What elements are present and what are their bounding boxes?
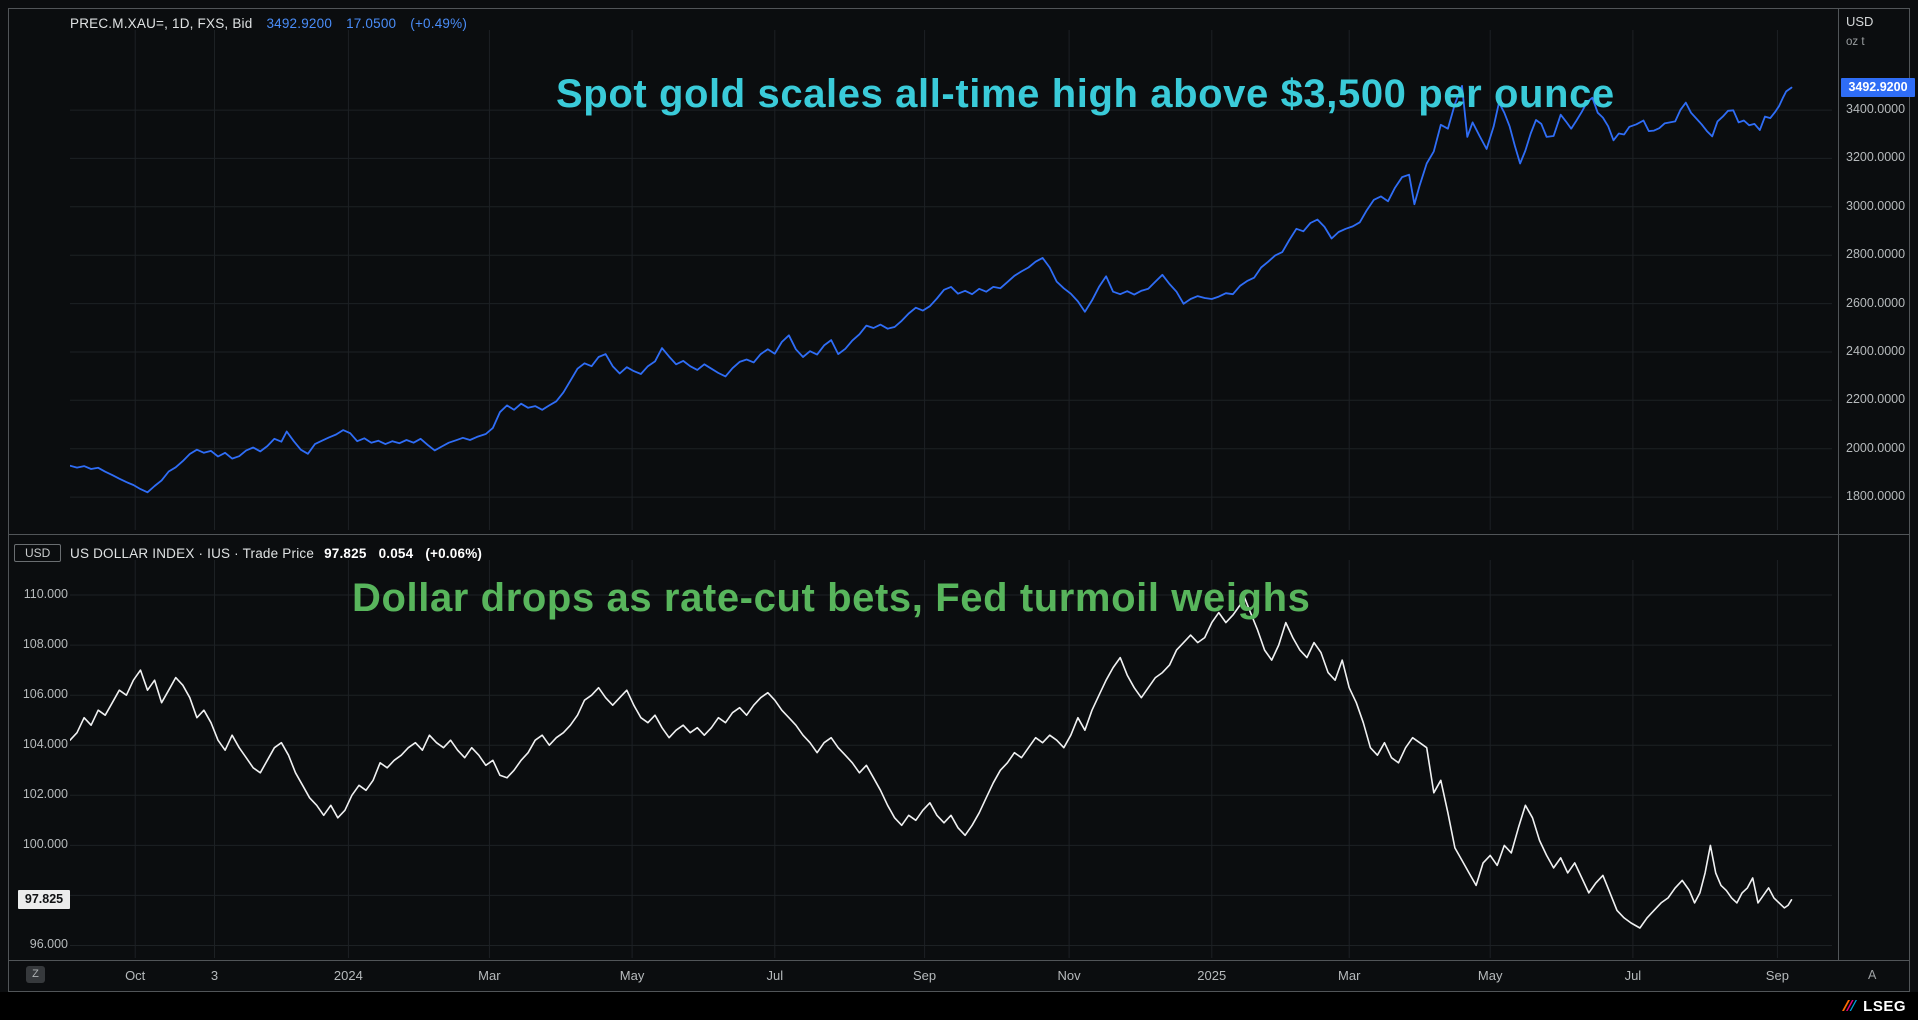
dxy-change-text: 0.054: [378, 546, 414, 561]
x-tick-label: Oct: [125, 968, 146, 983]
y-tick-label: 96.000: [29, 937, 68, 952]
right-axis-separator: [1838, 8, 1839, 961]
window-border-left: [8, 8, 9, 992]
dxy-instrument-label: US DOLLAR INDEX · IUS · Trade Price: [70, 546, 315, 561]
dxy-axis-currency-box: USD: [14, 544, 62, 562]
dxy-panel-header: US DOLLAR INDEX · IUS · Trade Price 97.82…: [70, 546, 494, 561]
auto-scale-label[interactable]: A: [1868, 968, 1877, 982]
y-tick-label: 2200.0000: [1846, 392, 1906, 407]
x-tick-label: May: [619, 968, 645, 983]
status-bar: LSEG: [0, 992, 1918, 1020]
y-tick-label: 2600.0000: [1846, 295, 1906, 310]
panel-divider[interactable]: [8, 534, 1910, 535]
y-tick-label: 104.000: [22, 737, 68, 752]
lseg-logo-icon: [1840, 998, 1858, 1014]
gold-last-price-badge: 3492.9200: [1841, 77, 1915, 97]
gold-last-price-text: 3492.9200: [266, 16, 333, 31]
x-tick-label: Nov: [1057, 968, 1081, 983]
gold-price-scale[interactable]: 3400.0000 3200.0000 3000.0000 2800.0000 2600…: [1845, 0, 1917, 1020]
time-axis[interactable]: Oct 3 2024 Mar May Jul Sep Nov 2025 Mar May Jul Sep: [0, 968, 1918, 988]
y-tick-label: 3000.0000: [1846, 198, 1906, 213]
x-tick-label: May: [1477, 968, 1503, 983]
x-tick-label: Jul: [1624, 968, 1642, 983]
lseg-logo-text: LSEG: [1863, 997, 1906, 1015]
y-tick-label: 3200.0000: [1846, 150, 1906, 165]
gold-change-text: 17.0500: [346, 16, 397, 31]
x-tick-label: Sep: [912, 968, 937, 983]
dxy-last-price-text: 97.825: [324, 546, 367, 561]
y-tick-label: 110.000: [23, 587, 68, 602]
y-tick-label: 106.000: [22, 687, 68, 702]
y-tick-label: 1800.0000: [1846, 489, 1906, 504]
x-tick-label: 3: [210, 968, 219, 983]
gold-chart[interactable]: [70, 30, 1832, 530]
x-tick-label: 2024: [333, 968, 363, 983]
y-tick-label: 2000.0000: [1846, 440, 1906, 455]
window-border-right: [1909, 8, 1910, 992]
gold-panel-header: PREC.M.XAU=, 1D, FXS, Bid 3492.9200 17.050…: [70, 16, 481, 31]
window-border-top: [8, 8, 1910, 9]
y-tick-label: 2800.0000: [1846, 247, 1906, 262]
dxy-change-pct-text: (+0.06%): [425, 546, 483, 561]
x-tick-label: Mar: [1338, 968, 1361, 983]
x-tick-label: Mar: [478, 968, 501, 983]
gold-instrument-label: PREC.M.XAU=, 1D, FXS, Bid: [70, 16, 253, 31]
dxy-price-scale[interactable]: 110.000 108.000 106.000 104.000 102.000 100.0…: [8, 0, 72, 1020]
gold-chart-annotation: Spot gold scales all-time high above $3,…: [556, 72, 1615, 116]
gold-change-pct-text: (+0.49%): [410, 16, 468, 31]
x-tick-label: Jul: [766, 968, 784, 983]
y-tick-label: 102.000: [22, 787, 68, 802]
dxy-chart[interactable]: [70, 560, 1832, 958]
y-tick-label: 100.000: [22, 837, 68, 852]
xaxis-separator: [8, 960, 1910, 961]
y-tick-label: 108.000: [22, 637, 68, 652]
window-border-bottom: [8, 991, 1910, 992]
zoom-badge[interactable]: Z: [26, 966, 45, 983]
x-tick-label: 2025: [1197, 968, 1227, 983]
x-tick-label: Sep: [1765, 968, 1789, 983]
dxy-chart-annotation: Dollar drops as rate-cut bets, Fed turmo…: [352, 576, 1311, 620]
y-tick-label: 2400.0000: [1846, 343, 1906, 358]
gold-axis-unit-label: oz t: [1846, 36, 1865, 48]
gold-axis-currency-label: USD: [1846, 14, 1874, 29]
dxy-last-price-badge: 97.825: [18, 889, 70, 909]
y-tick-label: 3400.0000: [1846, 102, 1906, 117]
